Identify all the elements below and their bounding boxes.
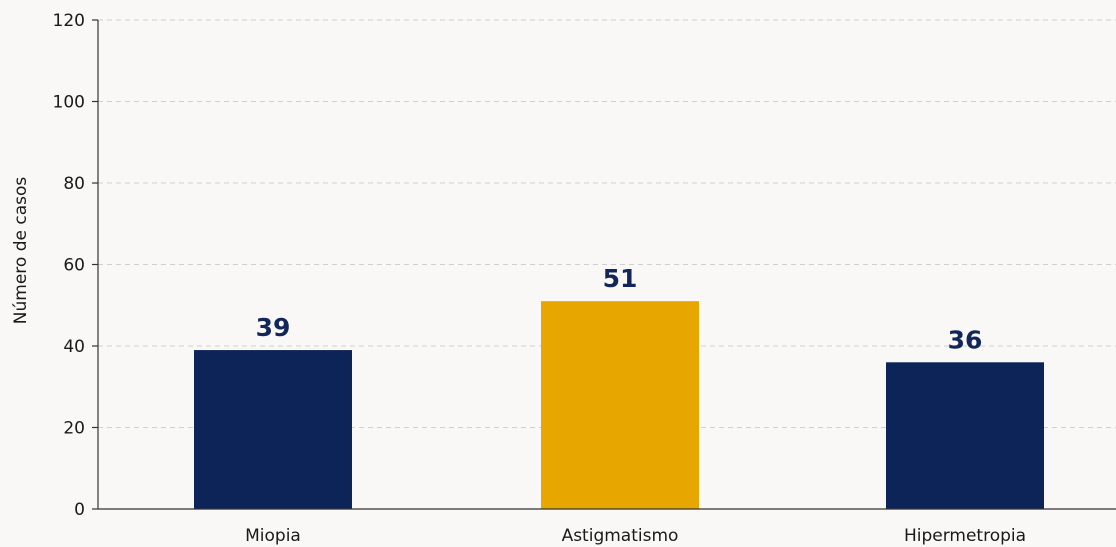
y-tick-label: 100 [53,93,85,113]
data-labels: 39 51 36 [256,264,983,354]
x-tick-label-astigmatismo: Astigmatismo [562,526,679,546]
y-tick-label: 60 [63,256,85,276]
y-tick-label: 0 [74,500,85,520]
bar-miopia [194,350,352,509]
y-tick-label: 20 [63,419,85,439]
y-tick-label: 80 [63,174,85,194]
x-tick-labels: Miopia Astigmatismo Hipermetropia [245,526,1026,546]
bar-astigmatismo [541,301,699,509]
bar-hipermetropia [886,362,1044,509]
x-tick-label-miopia: Miopia [245,526,301,546]
y-tick-labels: 0 20 40 60 80 100 120 [53,11,98,520]
x-tick-label-hipermetropia: Hipermetropia [904,526,1026,546]
data-label-miopia: 39 [256,313,291,342]
y-axis-title: Número de casos [11,177,31,325]
data-label-astigmatismo: 51 [603,264,638,293]
bars [194,301,1044,509]
data-label-hipermetropia: 36 [948,325,983,354]
y-tick-label: 40 [63,337,85,357]
y-tick-label: 120 [53,11,85,31]
